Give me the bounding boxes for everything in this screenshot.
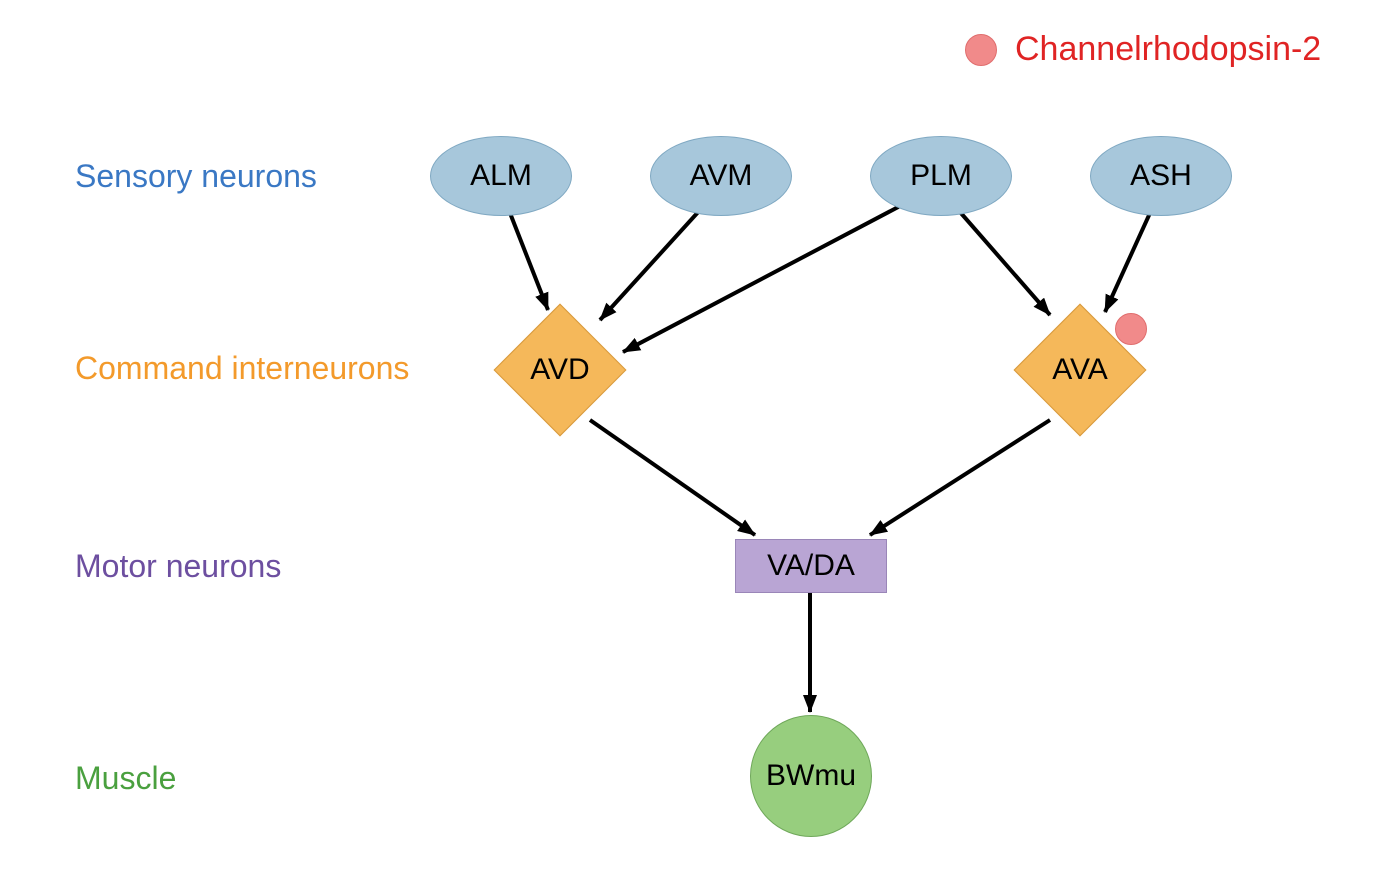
legend-dot-icon xyxy=(965,34,997,66)
edge-alm-avd xyxy=(510,213,548,310)
row-label-motor: Motor neurons xyxy=(75,548,281,585)
node-plm-label: PLM xyxy=(910,159,972,193)
channelrhodopsin-marker-icon xyxy=(1115,313,1147,345)
edge-plm-ava xyxy=(960,212,1050,315)
diagram-stage: Sensory neurons Command interneurons Mot… xyxy=(0,0,1400,884)
node-bwmu-label: BWmu xyxy=(766,759,856,793)
node-vada-label: VA/DA xyxy=(767,549,855,583)
node-avd: AVD xyxy=(514,324,606,416)
node-avd-shape xyxy=(494,304,627,437)
edges-layer xyxy=(0,0,1400,884)
node-vada: VA/DA xyxy=(735,539,887,593)
edge-avm-avd xyxy=(600,210,700,320)
edge-ash-ava xyxy=(1105,213,1150,312)
node-ash-label: ASH xyxy=(1130,159,1192,193)
node-avm: AVM xyxy=(650,136,792,216)
node-alm-label: ALM xyxy=(470,159,532,193)
node-ava: AVA xyxy=(1034,324,1126,416)
node-plm: PLM xyxy=(870,136,1012,216)
node-alm: ALM xyxy=(430,136,572,216)
edge-plm-avd xyxy=(623,205,902,352)
legend: Channelrhodopsin-2 xyxy=(965,30,1321,69)
node-ash: ASH xyxy=(1090,136,1232,216)
node-bwmu: BWmu xyxy=(750,715,872,837)
node-avm-label: AVM xyxy=(690,159,753,193)
legend-text: Channelrhodopsin-2 xyxy=(1015,30,1321,69)
row-label-sensory: Sensory neurons xyxy=(75,158,317,195)
row-label-muscle: Muscle xyxy=(75,760,176,797)
edge-avd-vada xyxy=(590,420,755,535)
edge-ava-vada xyxy=(870,420,1050,535)
row-label-command: Command interneurons xyxy=(75,350,409,387)
